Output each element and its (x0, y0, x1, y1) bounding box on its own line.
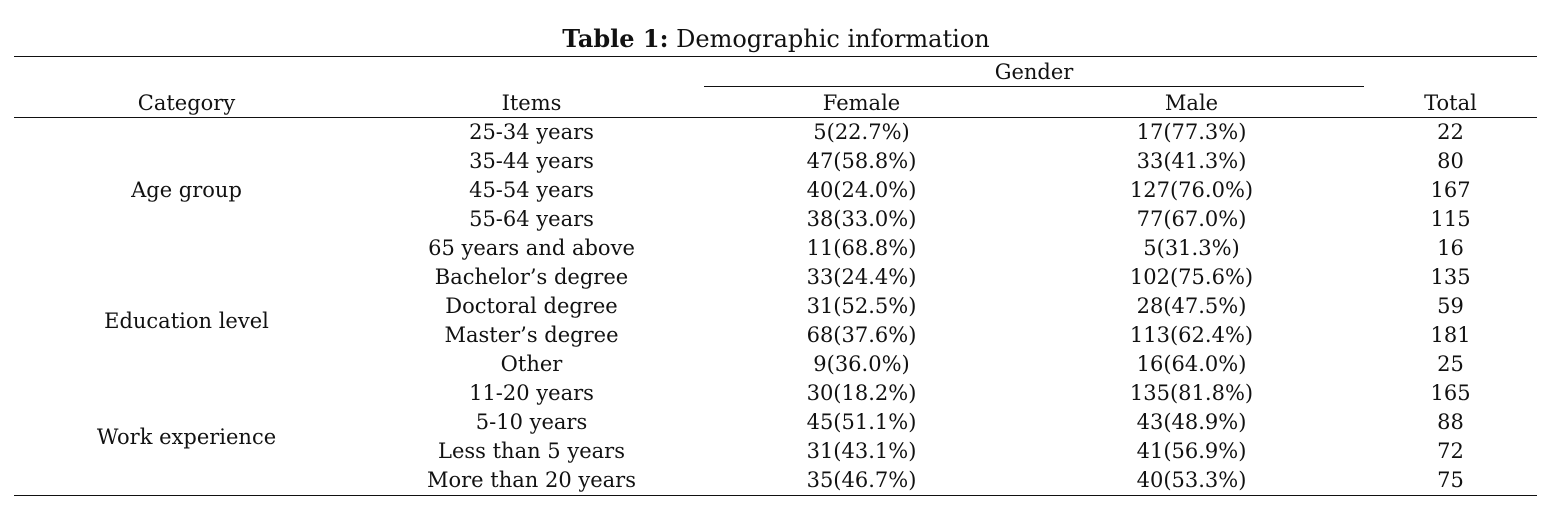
female-cell: 45(51.1%) (806, 410, 917, 434)
male-cell: 17(77.3%) (1136, 120, 1247, 144)
item-cell: 11-20 years (469, 381, 594, 405)
category-cell: Work experience (96, 424, 277, 449)
female-cell: 47(58.8%) (806, 149, 917, 173)
header-items: Items (501, 91, 562, 115)
total-cell: 115 (1430, 207, 1471, 231)
total-cell: 72 (1437, 439, 1464, 463)
table-header: Category Items Gender Total Female Male (14, 56, 1538, 118)
category-cell: Age group (131, 178, 242, 202)
total-cell: 75 (1437, 468, 1464, 492)
table-row: Master’s degree 68(37.6%) 113(62.4%) 181 (14, 321, 1537, 350)
male-cell: 127(76.0%) (1129, 178, 1254, 202)
total-cell: 167 (1430, 178, 1471, 202)
item-cell: More than 20 years (427, 468, 636, 492)
table-caption: Table 1: Demographic information (0, 24, 1552, 54)
total-cell: 165 (1430, 381, 1471, 405)
female-cell: 40(24.0%) (806, 178, 917, 202)
table-row: More than 20 years 35(46.7%) 40(53.3%) 75 (14, 466, 1537, 496)
caption-label: Table 1: (562, 24, 669, 53)
male-cell: 16(64.0%) (1136, 352, 1247, 376)
item-cell: 65 years and above (428, 236, 635, 260)
item-cell: 45-54 years (469, 178, 594, 202)
item-cell: 35-44 years (469, 149, 594, 173)
table-body: Age group 25-34 years 5(22.7%) 17(77.3%) 22 3… (14, 118, 1538, 496)
table-row: Other 9(36.0%) 16(64.0%) 25 (14, 350, 1537, 379)
female-cell: 31(43.1%) (806, 439, 917, 463)
header-male: Male (1164, 91, 1219, 115)
table-row: Work experience 11-20 years 30(18.2%) 135(8… (14, 379, 1537, 449)
header-gender: Gender (704, 56, 1365, 87)
total-cell: 181 (1430, 323, 1471, 347)
table-row: 65 years and above 11(68.8%) 5(31.3%) 16 (14, 234, 1537, 263)
male-cell: 40(53.3%) (1136, 468, 1247, 492)
male-cell: 5(31.3%) (1143, 236, 1240, 260)
female-cell: 33(24.4%) (806, 265, 917, 289)
table-row: Education level Bachelor’s degree 33(24.4%… (14, 263, 1537, 333)
caption-title: Demographic information (676, 25, 990, 53)
male-cell: 135(81.8%) (1129, 381, 1254, 405)
female-cell: 30(18.2%) (806, 381, 917, 405)
item-cell: 55-64 years (469, 207, 594, 231)
total-cell: 25 (1437, 352, 1464, 376)
male-cell: 41(56.9%) (1136, 439, 1247, 463)
header-female: Female (822, 91, 901, 115)
table-row: 35-44 years 47(58.8%) 33(41.3%) 80 (14, 147, 1537, 176)
female-cell: 11(68.8%) (806, 236, 917, 260)
item-cell: Less than 5 years (438, 439, 625, 463)
male-cell: 28(47.5%) (1136, 294, 1247, 318)
item-cell: Bachelor’s degree (434, 265, 629, 289)
total-cell: 135 (1430, 265, 1471, 289)
male-cell: 102(75.6%) (1129, 265, 1254, 289)
male-cell: 33(41.3%) (1136, 149, 1247, 173)
header-category: Category (137, 91, 236, 115)
male-cell: 43(48.9%) (1136, 410, 1247, 434)
female-cell: 68(37.6%) (806, 323, 917, 347)
female-cell: 9(36.0%) (813, 352, 910, 376)
total-cell: 16 (1437, 236, 1464, 260)
female-cell: 5(22.7%) (813, 120, 910, 144)
table-row: Less than 5 years 31(43.1%) 41(56.9%) 72 (14, 437, 1537, 466)
table-row: Age group 25-34 years 5(22.7%) 17(77.3%) 22 (14, 118, 1537, 202)
table-row: 5-10 years 45(51.1%) 43(48.9%) 88 (14, 408, 1537, 437)
demographic-table: Category Items Gender Total Female Male … (14, 56, 1538, 496)
total-cell: 59 (1437, 294, 1464, 318)
male-cell: 113(62.4%) (1129, 323, 1254, 347)
table-row: 45-54 years 40(24.0%) 127(76.0%) 167 (14, 176, 1537, 205)
female-cell: 38(33.0%) (806, 207, 917, 231)
item-cell: Master’s degree (444, 323, 619, 347)
female-cell: 31(52.5%) (806, 294, 917, 318)
table-row: Doctoral degree 31(52.5%) 28(47.5%) 59 (14, 292, 1537, 321)
male-cell: 77(67.0%) (1136, 207, 1247, 231)
item-cell: 5-10 years (475, 410, 588, 434)
table-row: 55-64 years 38(33.0%) 77(67.0%) 115 (14, 205, 1537, 234)
header-total: Total (1424, 91, 1477, 115)
total-cell: 80 (1437, 149, 1464, 173)
item-cell: Doctoral degree (445, 294, 618, 318)
category-cell: Education level (104, 308, 269, 333)
total-cell: 22 (1437, 120, 1464, 144)
item-cell: 25-34 years (469, 120, 594, 144)
female-cell: 35(46.7%) (806, 468, 917, 492)
item-cell: Other (500, 352, 563, 376)
total-cell: 88 (1437, 410, 1464, 434)
